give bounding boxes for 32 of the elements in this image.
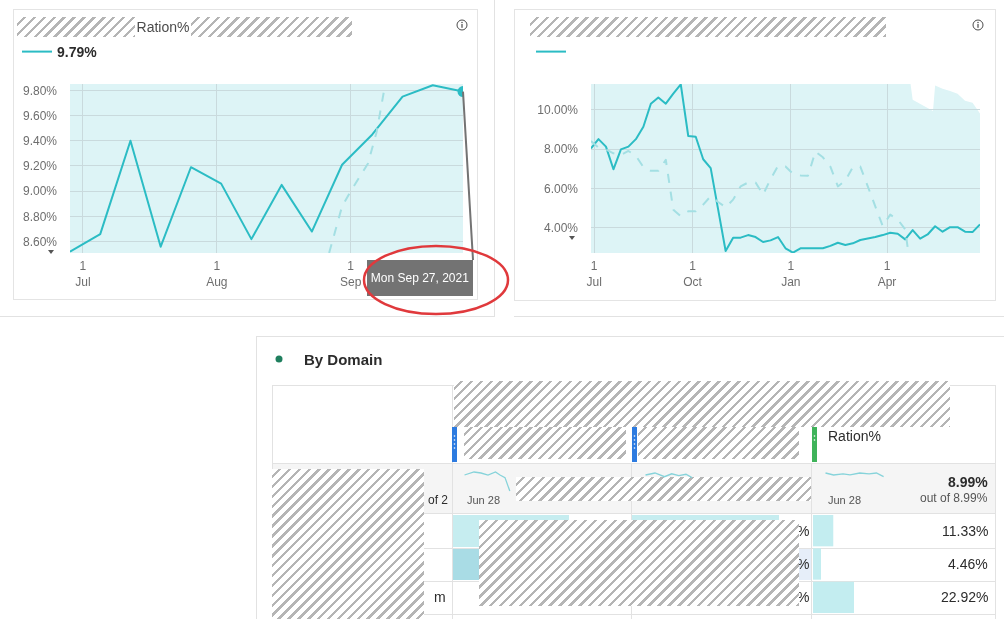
y-tick-label: 8.60% xyxy=(22,234,58,249)
x-tick-label: 1 Jul xyxy=(586,259,602,289)
text: Jun 28 xyxy=(467,494,501,506)
y-tick-label: 9.00% xyxy=(22,184,58,199)
x-tick-label: 1 Aug xyxy=(206,259,228,289)
y-tick-label: 8.00% xyxy=(543,142,579,157)
text: Jun 28 xyxy=(828,494,862,506)
x-tick-label: 1 Apr xyxy=(877,259,897,289)
y-tick-label: 9.60% xyxy=(22,108,58,123)
text: of 2 xyxy=(428,493,449,507)
x-tick-label: 1 Sep xyxy=(340,259,362,289)
x-tick-label: 1 Oct xyxy=(683,259,703,289)
y-tick-label: 10.00% xyxy=(537,102,579,117)
data-label: 22.92% xyxy=(941,589,989,605)
y-tick-label: 9.40% xyxy=(22,133,58,148)
x-axis-title: Ration% xyxy=(828,428,881,444)
y-tick-label: 4.00% xyxy=(543,220,579,235)
text: m xyxy=(434,589,446,605)
text: out of 8.99% xyxy=(920,491,988,505)
y-tick-label: 9.80% xyxy=(22,83,58,98)
y-tick-label: 8.80% xyxy=(22,209,58,224)
text: 8.99% xyxy=(948,474,989,490)
y-tick-label: 6.00% xyxy=(543,181,579,196)
x-tick-label: 1 Jul xyxy=(75,259,91,289)
annotation: Mon Sep 27, 2021 xyxy=(370,271,470,285)
text: By Domain xyxy=(304,351,383,368)
chart-title: Ration% xyxy=(136,18,190,35)
y-tick-label: 9.20% xyxy=(22,159,58,174)
data-label: 11.33% xyxy=(942,523,989,539)
legend-label: 9.79% xyxy=(57,44,98,61)
x-tick-label: 1 Jan xyxy=(781,259,801,289)
data-label: 4.46% xyxy=(948,556,988,572)
